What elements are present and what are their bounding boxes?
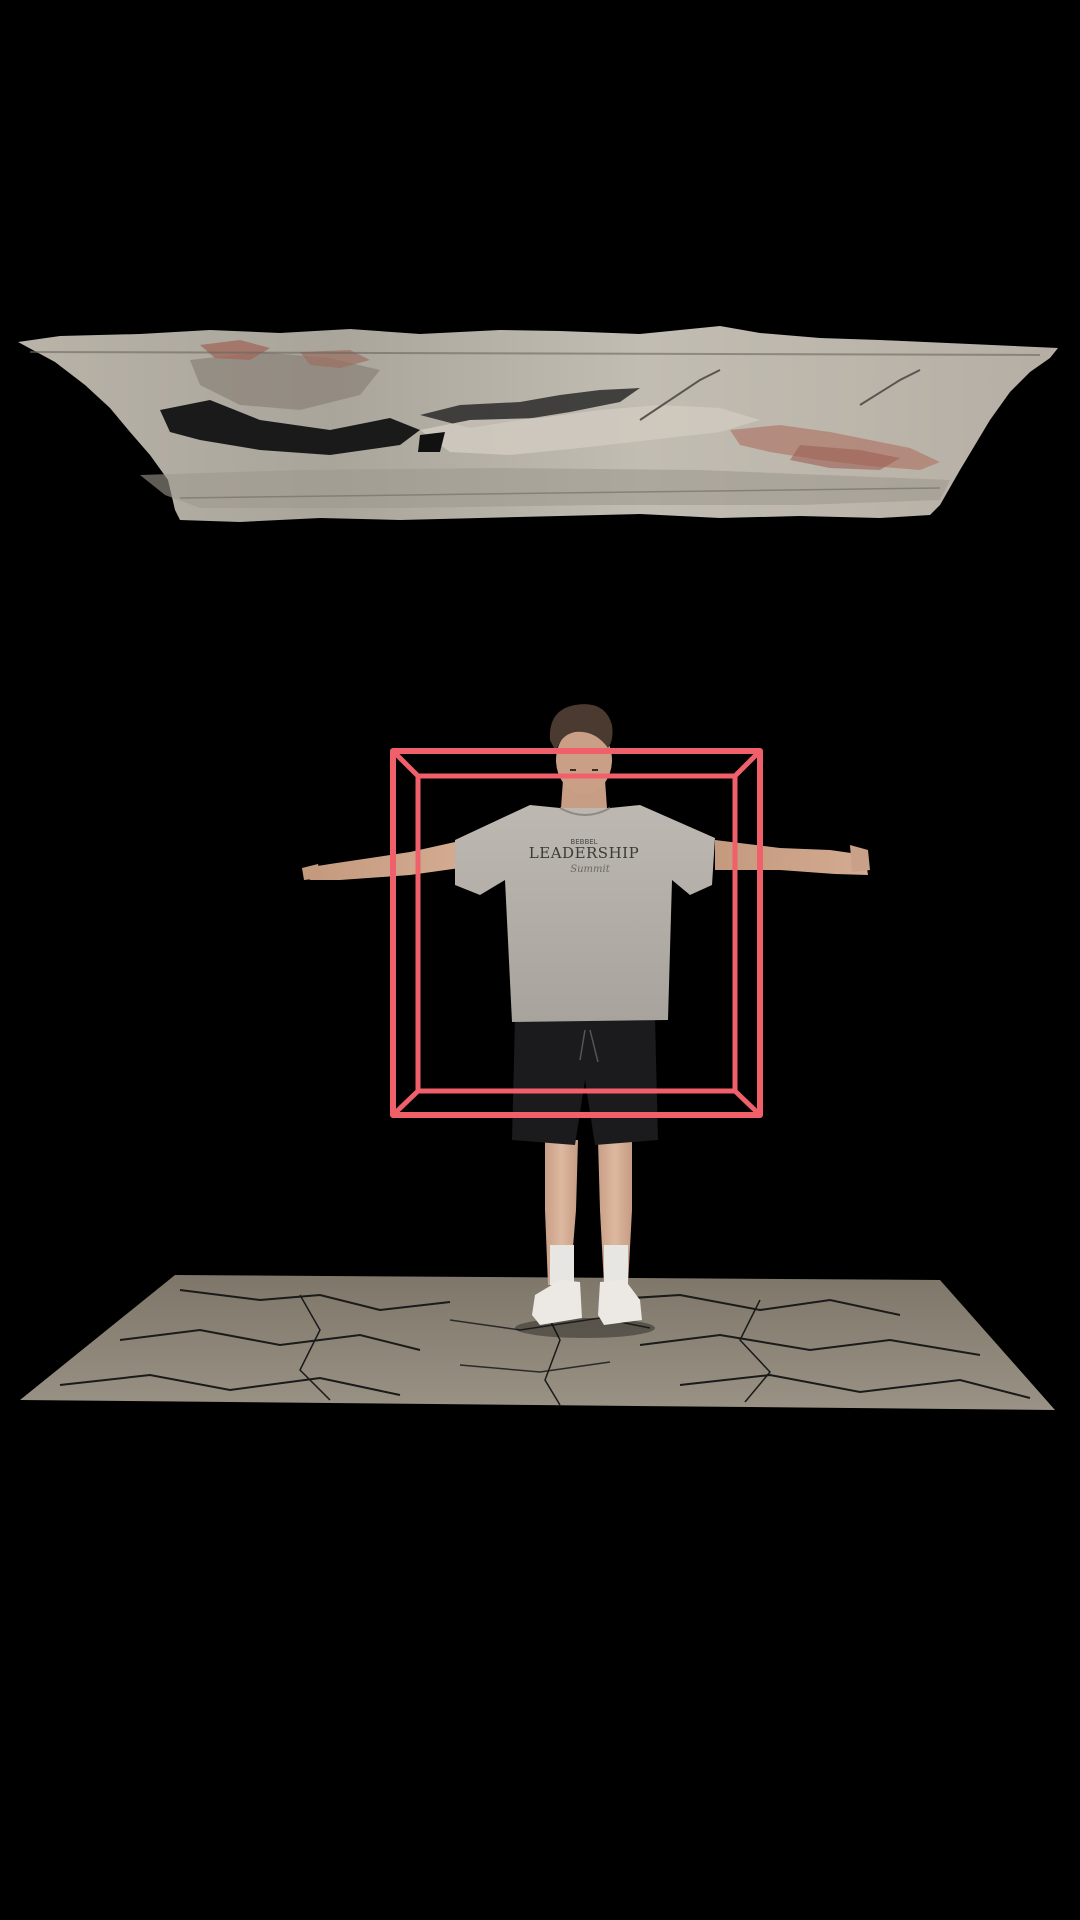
shirt-print-main: LEADERSHIP <box>529 844 639 862</box>
shirt-print-top: BEBBEL <box>570 838 597 846</box>
person-figure: BEBBEL LEADERSHIP Summit <box>302 704 870 1325</box>
bounding-box-3d <box>390 748 763 1118</box>
t-shirt <box>455 805 715 1022</box>
left-shoe <box>532 1280 582 1325</box>
right-shoe <box>598 1280 642 1325</box>
shirt-print-script: Summit <box>570 864 610 875</box>
left-sock <box>550 1245 574 1285</box>
hair <box>549 704 613 752</box>
right-arm <box>715 840 868 875</box>
bbox-back-face <box>415 773 738 1094</box>
shorts <box>512 1018 658 1145</box>
floor-mesh <box>20 1275 1055 1410</box>
ceiling-mesh <box>18 326 1058 522</box>
bbox-front-face <box>390 748 763 1118</box>
left-arm <box>305 842 460 880</box>
right-sock <box>604 1245 628 1285</box>
